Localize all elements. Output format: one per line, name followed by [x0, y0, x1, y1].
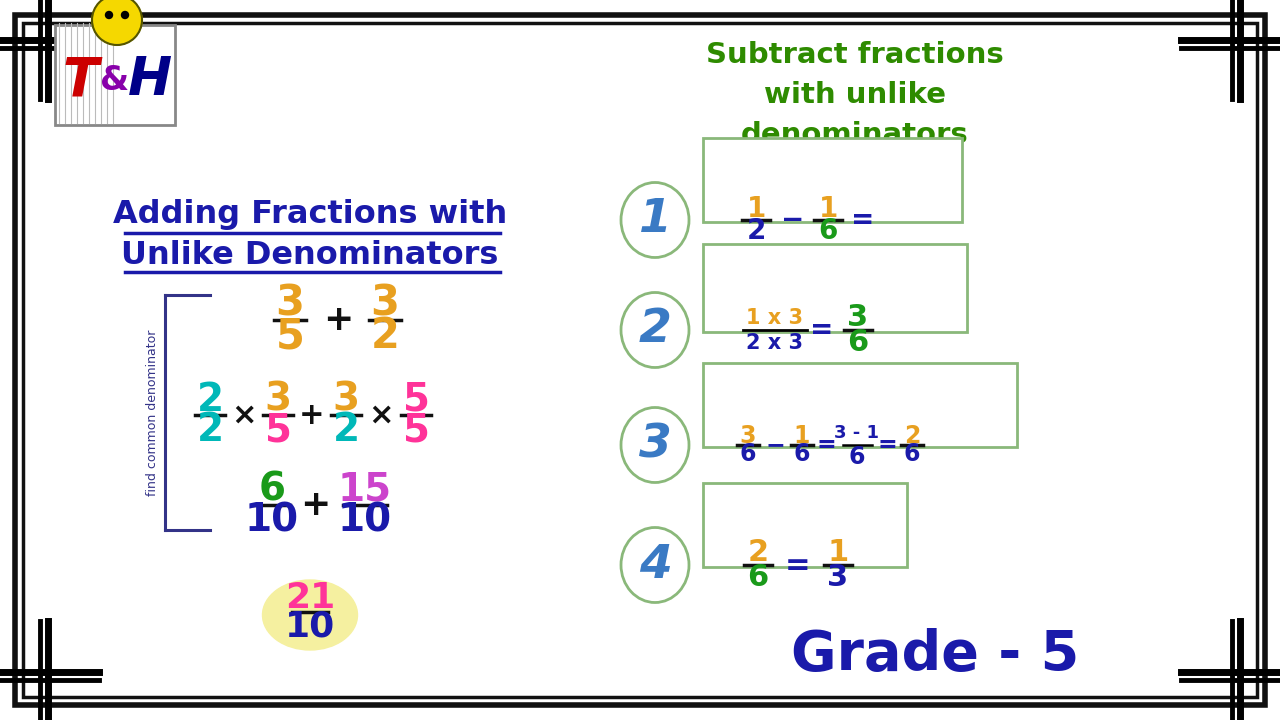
- Circle shape: [92, 0, 142, 45]
- Text: Subtract fractions: Subtract fractions: [707, 41, 1004, 69]
- Text: 2: 2: [639, 307, 672, 353]
- Text: 3: 3: [847, 303, 869, 333]
- Text: ×: ×: [369, 400, 394, 430]
- Text: −: −: [765, 433, 785, 457]
- Text: 2: 2: [371, 315, 399, 358]
- Text: H: H: [128, 54, 172, 106]
- FancyBboxPatch shape: [703, 363, 1018, 447]
- Ellipse shape: [262, 580, 357, 650]
- Circle shape: [122, 12, 128, 19]
- Text: 3: 3: [827, 562, 849, 592]
- Text: Adding Fractions with: Adding Fractions with: [113, 199, 507, 230]
- Text: 1: 1: [746, 195, 765, 223]
- Text: 1: 1: [794, 423, 810, 448]
- Text: 3: 3: [370, 282, 399, 325]
- Text: 5: 5: [402, 411, 430, 449]
- Text: =: =: [851, 206, 874, 234]
- Text: T: T: [61, 54, 99, 106]
- Text: 2: 2: [904, 423, 920, 448]
- Text: 6: 6: [259, 471, 285, 508]
- FancyBboxPatch shape: [55, 25, 175, 125]
- Text: 6: 6: [849, 445, 865, 469]
- Text: 2: 2: [333, 411, 360, 449]
- Text: 10: 10: [285, 609, 335, 643]
- Text: 1: 1: [639, 197, 672, 243]
- Text: =: =: [817, 433, 836, 457]
- Text: 2: 2: [746, 217, 765, 245]
- Text: 3: 3: [275, 282, 305, 325]
- Text: 5: 5: [265, 411, 292, 449]
- Text: with unlike: with unlike: [764, 81, 946, 109]
- Text: +: +: [300, 400, 325, 430]
- Text: Unlike Denominators: Unlike Denominators: [122, 240, 499, 271]
- Text: 3 - 1: 3 - 1: [835, 424, 879, 442]
- Text: 2 x 3: 2 x 3: [746, 333, 804, 353]
- Text: =: =: [877, 433, 897, 457]
- Text: 6: 6: [847, 328, 869, 356]
- Text: 1 x 3: 1 x 3: [746, 308, 804, 328]
- Text: 5: 5: [275, 315, 305, 358]
- Circle shape: [105, 12, 113, 19]
- Text: 3: 3: [740, 423, 756, 448]
- Text: 2: 2: [748, 539, 768, 567]
- Text: 10: 10: [244, 501, 300, 539]
- Text: ×: ×: [232, 400, 257, 430]
- Text: 1: 1: [818, 195, 837, 223]
- Text: −: −: [781, 206, 805, 234]
- Text: 2: 2: [196, 411, 224, 449]
- Text: find common denominator: find common denominator: [146, 329, 159, 495]
- Text: =: =: [785, 551, 810, 580]
- Text: =: =: [810, 316, 833, 344]
- Text: denominators: denominators: [741, 121, 969, 149]
- Text: 15: 15: [338, 471, 392, 508]
- Text: 4: 4: [639, 542, 672, 588]
- Text: 3: 3: [265, 381, 292, 418]
- Text: 3: 3: [333, 381, 360, 418]
- Text: 3: 3: [639, 423, 672, 467]
- Text: +: +: [300, 488, 330, 522]
- FancyBboxPatch shape: [703, 483, 908, 567]
- Text: 5: 5: [402, 381, 430, 418]
- Text: Grade - 5: Grade - 5: [791, 628, 1079, 682]
- Text: &: &: [100, 63, 129, 96]
- Text: 10: 10: [338, 501, 392, 539]
- Text: 6: 6: [904, 442, 920, 467]
- FancyBboxPatch shape: [703, 138, 963, 222]
- Text: 2: 2: [196, 381, 224, 418]
- FancyBboxPatch shape: [703, 244, 966, 332]
- Text: 1: 1: [827, 539, 849, 567]
- Text: 6: 6: [740, 442, 756, 467]
- Text: 6: 6: [794, 442, 810, 467]
- Text: +: +: [323, 303, 353, 337]
- Text: 21: 21: [285, 581, 335, 615]
- Text: 6: 6: [748, 562, 768, 592]
- Text: 6: 6: [818, 217, 837, 245]
